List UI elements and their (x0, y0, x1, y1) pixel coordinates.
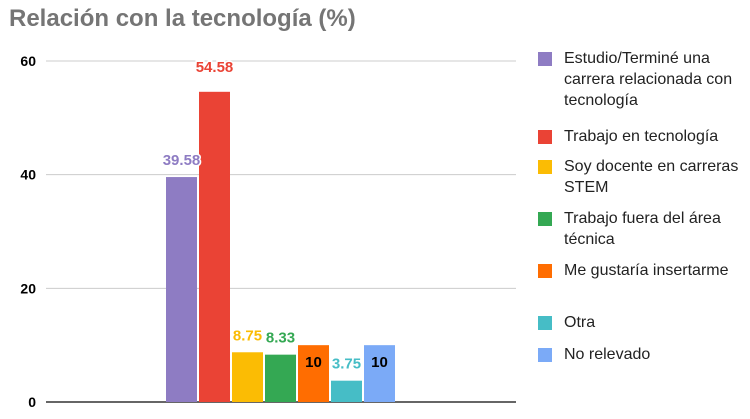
legend-swatch (538, 264, 552, 278)
y-tick-label: 60 (20, 53, 36, 69)
legend-swatch (538, 316, 552, 330)
data-label: 8.75 (233, 327, 262, 344)
legend-swatch (538, 348, 552, 362)
data-label: 39.58 (163, 152, 201, 169)
legend-label: Trabajo en tecnología (564, 128, 719, 145)
legend-label: Otra (564, 314, 596, 331)
data-label: 10 (305, 354, 322, 371)
bar (265, 354, 296, 402)
bar (232, 352, 263, 402)
bar (364, 345, 395, 402)
data-label: 3.75 (332, 356, 361, 373)
y-tick-label: 40 (20, 167, 36, 183)
legend-swatch (538, 130, 552, 144)
chart-title: Relación con la tecnología (%) (9, 5, 356, 32)
bar (331, 380, 362, 402)
bar (166, 177, 197, 402)
bar (199, 91, 230, 403)
data-label: 10 (371, 354, 388, 371)
legend-swatch (538, 52, 552, 66)
legend-label: Me gustaría insertarme (564, 262, 729, 279)
y-tick-label: 0 (28, 394, 36, 410)
y-tick-label: 20 (20, 280, 36, 296)
legend-label: Trabajo fuera del área técnica (564, 210, 721, 248)
bar (298, 345, 329, 402)
legend-label: No relevado (564, 346, 651, 363)
data-label: 8.33 (266, 330, 295, 347)
legend-label: Estudio/Terminé una carrera relacionada … (564, 50, 733, 109)
data-label: 54.58 (196, 59, 234, 76)
legend-swatch (538, 160, 552, 174)
legend-swatch (538, 212, 552, 226)
legend-label: Soy docente en carreras STEM (564, 158, 739, 196)
